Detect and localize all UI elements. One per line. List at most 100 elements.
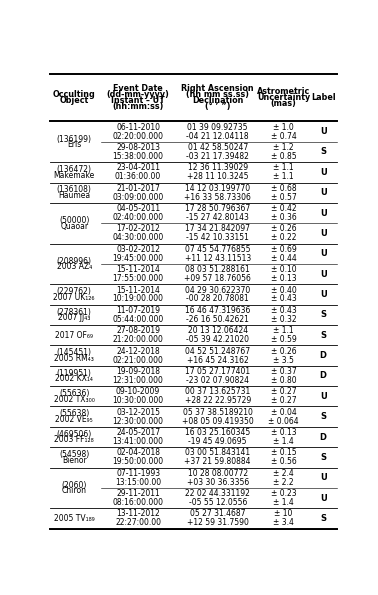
Text: (136199): (136199) bbox=[57, 134, 92, 143]
Text: ± 0.13: ± 0.13 bbox=[271, 428, 296, 437]
Text: S: S bbox=[320, 514, 326, 523]
Text: ± 0.44: ± 0.44 bbox=[271, 254, 296, 263]
Text: Chiron: Chiron bbox=[62, 486, 87, 495]
Text: D: D bbox=[320, 351, 327, 360]
Text: ± 0.27: ± 0.27 bbox=[271, 387, 296, 396]
Text: +08 05 09.419350: +08 05 09.419350 bbox=[182, 416, 254, 425]
Text: ± 0.23: ± 0.23 bbox=[271, 489, 296, 498]
Text: 17 05 27.177401: 17 05 27.177401 bbox=[185, 367, 250, 376]
Text: U: U bbox=[320, 127, 327, 136]
Text: U: U bbox=[320, 209, 327, 218]
Text: 19:50:00.000: 19:50:00.000 bbox=[113, 458, 164, 466]
Text: 13:15:00.00: 13:15:00.00 bbox=[115, 478, 161, 487]
Text: ± 0.43: ± 0.43 bbox=[271, 295, 296, 303]
Text: 2005 TV₁₈₉: 2005 TV₁₈₉ bbox=[54, 514, 94, 523]
Text: 19-09-2018: 19-09-2018 bbox=[116, 367, 160, 376]
Text: 2017 OF₆₉: 2017 OF₆₉ bbox=[55, 331, 93, 340]
Text: 22:27:00.00: 22:27:00.00 bbox=[115, 518, 161, 527]
Text: -04 21 12.04118: -04 21 12.04118 bbox=[186, 131, 249, 140]
Text: (119951): (119951) bbox=[57, 369, 91, 378]
Text: 13-11-2012: 13-11-2012 bbox=[116, 509, 160, 518]
Text: 17:55:00.000: 17:55:00.000 bbox=[113, 274, 164, 283]
Text: -03 21 17.39482: -03 21 17.39482 bbox=[186, 152, 249, 161]
Text: ± 10: ± 10 bbox=[274, 509, 293, 518]
Text: -23 02 07.90824: -23 02 07.90824 bbox=[186, 376, 249, 385]
Text: ± 1.4: ± 1.4 bbox=[273, 437, 294, 446]
Text: D: D bbox=[320, 433, 327, 441]
Text: +12 59 31.7590: +12 59 31.7590 bbox=[187, 518, 249, 527]
Text: Object: Object bbox=[60, 96, 89, 105]
Text: +16 45 24.3162: +16 45 24.3162 bbox=[187, 356, 249, 365]
Text: 02-04-2018: 02-04-2018 bbox=[116, 449, 160, 458]
Text: 20 13 12.06424: 20 13 12.06424 bbox=[188, 326, 248, 335]
Text: ± 0.15: ± 0.15 bbox=[271, 449, 296, 458]
Text: 03:09:00.000: 03:09:00.000 bbox=[112, 193, 164, 202]
Text: Haumea: Haumea bbox=[58, 191, 90, 200]
Text: ± 1.4: ± 1.4 bbox=[273, 498, 294, 507]
Text: 16 46 47.319636: 16 46 47.319636 bbox=[185, 306, 251, 315]
Text: ± 0.064: ± 0.064 bbox=[268, 416, 299, 425]
Text: Instant – UT: Instant – UT bbox=[111, 96, 165, 105]
Text: (dd-mm-yyyy): (dd-mm-yyyy) bbox=[107, 90, 169, 99]
Text: 03-02-2012: 03-02-2012 bbox=[116, 245, 160, 254]
Text: S: S bbox=[320, 412, 326, 421]
Text: (mas): (mas) bbox=[271, 99, 297, 108]
Text: 2002 KX₁₄: 2002 KX₁₄ bbox=[55, 374, 93, 383]
Text: 06-11-2010: 06-11-2010 bbox=[116, 123, 160, 131]
Text: 02:21:00.000: 02:21:00.000 bbox=[113, 356, 164, 365]
Text: S: S bbox=[320, 311, 326, 320]
Text: ± 0.57: ± 0.57 bbox=[271, 193, 296, 202]
Text: 27-08-2019: 27-08-2019 bbox=[116, 326, 160, 335]
Text: (55636): (55636) bbox=[59, 389, 89, 398]
Text: U: U bbox=[320, 168, 327, 177]
Text: 24-05-2017: 24-05-2017 bbox=[116, 428, 160, 437]
Text: 13:41:00.000: 13:41:00.000 bbox=[113, 437, 164, 446]
Text: Event Date: Event Date bbox=[113, 84, 163, 93]
Text: +37 21 59.80884: +37 21 59.80884 bbox=[184, 458, 251, 466]
Text: +16 33 58.73306: +16 33 58.73306 bbox=[184, 193, 251, 202]
Text: U: U bbox=[320, 270, 327, 278]
Text: U: U bbox=[320, 494, 327, 503]
Text: Uncertainty: Uncertainty bbox=[257, 93, 310, 102]
Text: 05 27 31.4687: 05 27 31.4687 bbox=[190, 509, 245, 518]
Text: 14 12 03.199770: 14 12 03.199770 bbox=[185, 184, 250, 193]
Text: (145451): (145451) bbox=[57, 348, 92, 358]
Text: 12:31:00.000: 12:31:00.000 bbox=[113, 376, 164, 385]
Text: 11-07-2019: 11-07-2019 bbox=[116, 306, 160, 315]
Text: ± 3.4: ± 3.4 bbox=[273, 518, 294, 527]
Text: 2005 RM₄₃: 2005 RM₄₃ bbox=[54, 354, 94, 363]
Text: 15-11-2014: 15-11-2014 bbox=[116, 265, 160, 274]
Text: ± 0.80: ± 0.80 bbox=[271, 376, 296, 385]
Text: 01:36:00.00: 01:36:00.00 bbox=[115, 173, 161, 181]
Text: 08 03 51.288161: 08 03 51.288161 bbox=[185, 265, 250, 274]
Text: 01 39 09.92735: 01 39 09.92735 bbox=[187, 123, 248, 131]
Text: U: U bbox=[320, 188, 327, 197]
Text: 04:30:00.000: 04:30:00.000 bbox=[112, 233, 164, 242]
Text: +09 57 18.76056: +09 57 18.76056 bbox=[184, 274, 251, 283]
Text: S: S bbox=[320, 148, 326, 156]
Text: (hh mm ss.ss): (hh mm ss.ss) bbox=[186, 90, 249, 99]
Text: (136108): (136108) bbox=[57, 186, 91, 195]
Text: ± 0.37: ± 0.37 bbox=[271, 367, 296, 376]
Text: ± 1.1: ± 1.1 bbox=[273, 326, 294, 335]
Text: +03 30 36.3356: +03 30 36.3356 bbox=[187, 478, 249, 487]
Text: 07-11-1993: 07-11-1993 bbox=[116, 469, 160, 478]
Text: (hh:mm:ss): (hh:mm:ss) bbox=[112, 102, 164, 111]
Text: ± 0.68: ± 0.68 bbox=[271, 184, 296, 193]
Text: 05:44:00.000: 05:44:00.000 bbox=[112, 315, 164, 324]
Text: 04 29 30.622370: 04 29 30.622370 bbox=[185, 286, 250, 295]
Text: 2003 AZ₄: 2003 AZ₄ bbox=[57, 262, 92, 271]
Text: 21-01-2017: 21-01-2017 bbox=[116, 184, 160, 193]
Text: Eris: Eris bbox=[67, 140, 81, 149]
Text: +28 22 22.95729: +28 22 22.95729 bbox=[184, 396, 251, 405]
Text: ± 0.36: ± 0.36 bbox=[271, 213, 296, 222]
Text: 03 00 51.843141: 03 00 51.843141 bbox=[185, 449, 250, 458]
Text: 15:38:00.000: 15:38:00.000 bbox=[113, 152, 164, 161]
Text: ± 1.2: ± 1.2 bbox=[273, 143, 294, 152]
Text: ± 0.74: ± 0.74 bbox=[271, 131, 296, 140]
Text: ± 0.27: ± 0.27 bbox=[271, 396, 296, 405]
Text: 17 34 21.842097: 17 34 21.842097 bbox=[185, 224, 250, 233]
Text: 10:30:00.000: 10:30:00.000 bbox=[113, 396, 164, 405]
Text: ± 0.42: ± 0.42 bbox=[271, 204, 296, 213]
Text: 15-11-2014: 15-11-2014 bbox=[116, 286, 160, 295]
